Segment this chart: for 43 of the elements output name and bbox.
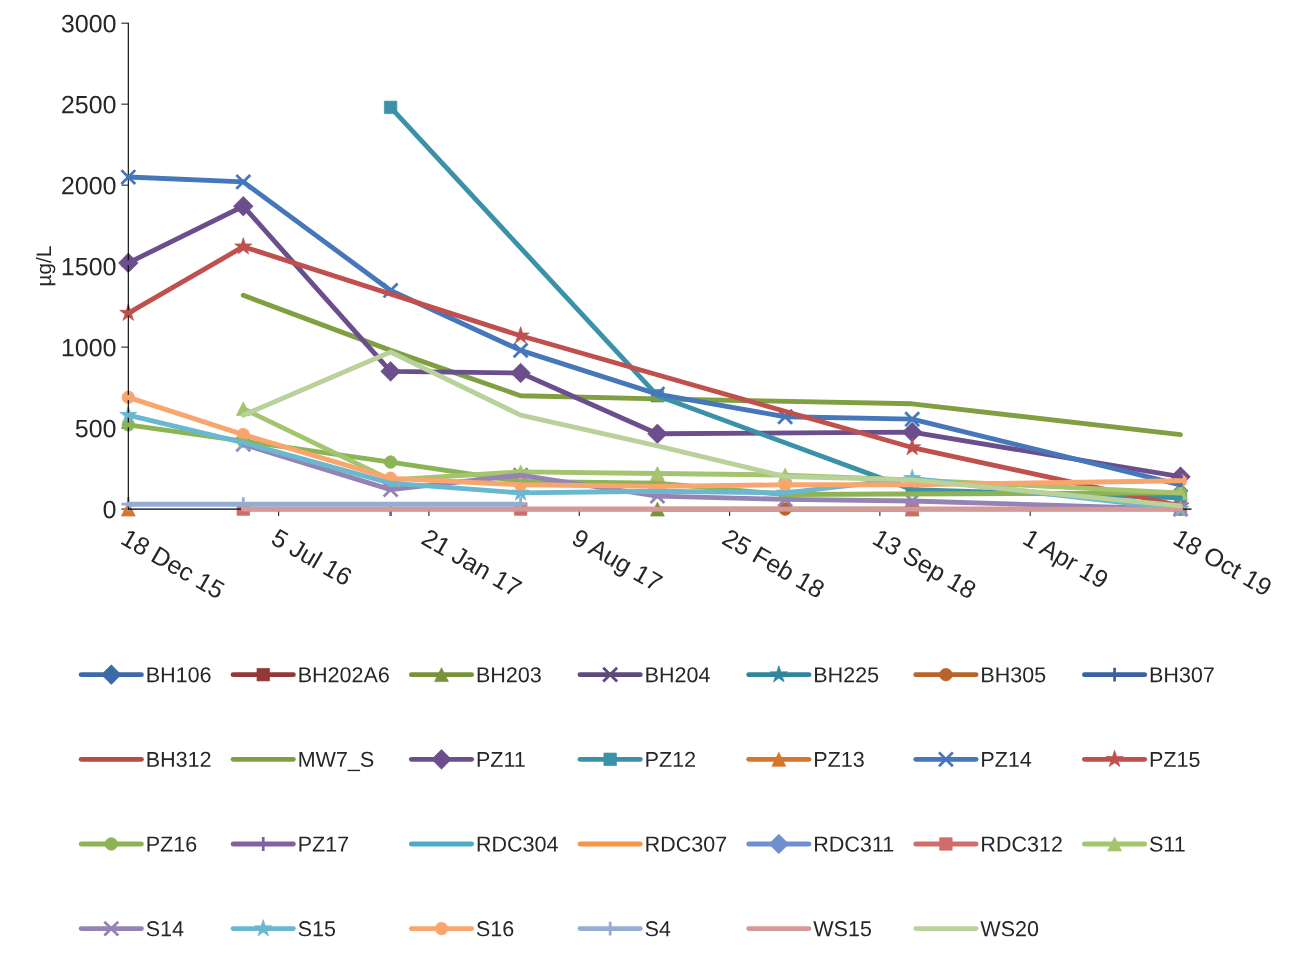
legend-label: RDC312 [982,836,1062,852]
legend-label: MW7_S [299,751,374,772]
legend-label: BH305 [982,667,1046,683]
legend-label: PZ14 [982,752,1032,767]
y-tick-label: 500 [75,419,116,438]
y-tick-label: 2500 [62,95,116,114]
legend-label: RDC311 [815,836,894,852]
legend-label: BH307 [1150,667,1214,683]
y-tick-label: 3000 [61,14,116,33]
legend-label: PZ15 [1150,752,1200,768]
legend-label: BH106 [147,667,211,683]
x-tick-label: 21 Jan 17 [420,528,523,598]
y-tick-label: 1500 [62,257,116,276]
legend-label: RDC307 [646,836,727,852]
x-tick-label: 9 Aug 17 [568,528,664,597]
legend-label: BH203 [477,667,541,683]
legend-label: S14 [146,921,184,937]
legend-label: BH202A6 [299,667,389,683]
x-tick-label: 25 Feb 18 [721,527,827,599]
x-tick-label: 18 Oct 19 [1172,528,1274,597]
x-tick-label: 18 Dec 15 [120,528,226,600]
legend-label: S15 [298,921,336,937]
legend-label: RDC304 [477,836,558,852]
legend-label: BH204 [646,667,710,683]
legend-label: PZ12 [646,751,695,767]
y-axis-title: µg/L [35,246,56,286]
legend-label: WS20 [980,921,1039,937]
legend-label: WS15 [813,921,871,937]
y-tick-label: 2000 [62,176,116,195]
x-tick-label: 1 Apr 19 [1020,528,1110,594]
legend-label: PZ11 [477,752,525,767]
legend-label: BH312 [147,751,211,768]
legend-label: S11 [1150,836,1185,852]
legend-label: S4 [645,921,671,937]
x-tick-label: 5 Jul 16 [270,527,354,587]
legend-label: S16 [476,921,514,937]
legend-label: PZ13 [815,751,864,768]
x-tick-label: 13 Sep 18 [869,528,978,604]
legend-label: BH225 [815,667,879,683]
y-tick-label: 1000 [62,338,116,357]
legend-label: PZ17 [299,836,349,852]
y-tick-label: 0 [103,500,116,519]
legend-label: PZ16 [147,836,197,852]
